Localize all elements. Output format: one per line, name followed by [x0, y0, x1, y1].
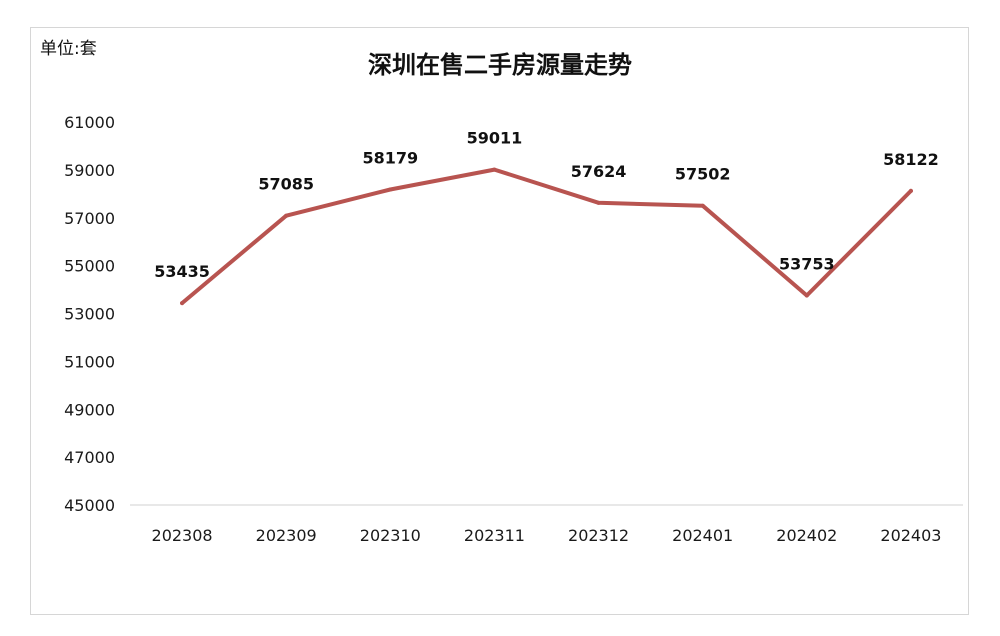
chart-frame [30, 27, 969, 615]
x-tick-label: 202309 [256, 526, 317, 545]
data-label: 57085 [258, 175, 314, 194]
data-point [180, 301, 185, 306]
data-label: 58122 [883, 150, 939, 169]
y-tick-label: 51000 [64, 352, 115, 371]
data-label: 57624 [571, 162, 627, 181]
y-axis: 45000 47000 49000 51000 53000 55000 57000 59000… [64, 113, 115, 515]
data-point [492, 167, 497, 172]
x-tick-label: 202403 [880, 526, 941, 545]
y-tick-label: 59000 [64, 161, 115, 180]
data-point [596, 200, 601, 205]
data-label: 53435 [154, 262, 210, 281]
y-tick-label: 49000 [64, 400, 115, 419]
data-label: 53753 [779, 254, 835, 273]
data-labels: 53435 57085 58179 59011 57624 57502 53753 58122 [154, 129, 939, 281]
x-tick-label: 202312 [568, 526, 629, 545]
x-axis: 202308 202309 202310 202311 202312 202401 2024… [130, 504, 963, 545]
x-tick-label: 202310 [360, 526, 421, 545]
y-tick-label: 53000 [64, 305, 115, 324]
data-point [388, 187, 393, 192]
x-tick-label: 202401 [672, 526, 733, 545]
y-tick-label: 47000 [64, 448, 115, 467]
chart-title: 深圳在售二手房源量走势 [368, 51, 632, 79]
series-line [180, 167, 913, 306]
y-tick-label: 57000 [64, 209, 115, 228]
data-label: 57502 [675, 165, 731, 184]
y-tick-label: 45000 [64, 496, 115, 515]
data-point [908, 188, 913, 193]
x-tick-label: 202402 [776, 526, 837, 545]
data-point [284, 213, 289, 218]
y-unit-label: 单位:套 [40, 39, 97, 59]
data-point [700, 203, 705, 208]
y-tick-label: 55000 [64, 257, 115, 276]
x-tick-label: 202311 [464, 526, 525, 545]
data-label: 59011 [467, 129, 523, 148]
y-tick-label: 61000 [64, 113, 115, 132]
data-point [804, 293, 809, 298]
data-label: 58179 [362, 149, 418, 168]
series-layer [180, 167, 913, 306]
x-tick-label: 202308 [152, 526, 213, 545]
